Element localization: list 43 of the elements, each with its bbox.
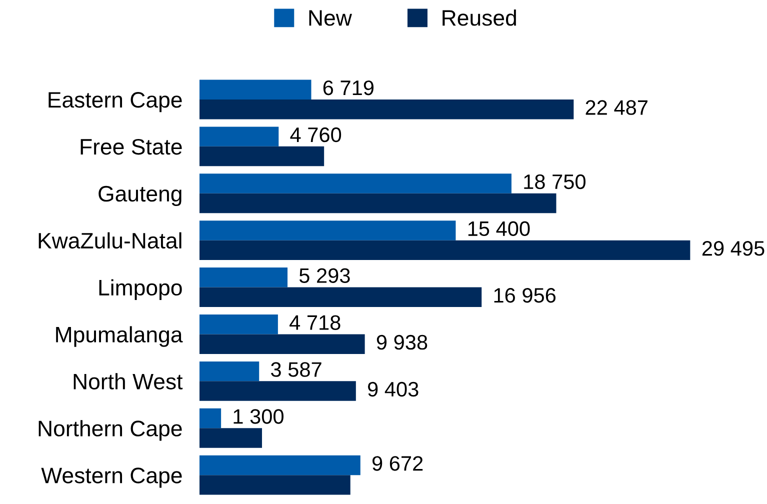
data-label: 15 400 (468, 221, 530, 236)
y-tick-label: KwaZulu-Natal (38, 232, 182, 249)
data-label: 5 293 (299, 268, 350, 284)
data-label: 9 672 (372, 456, 423, 471)
data-label: 9 938 (376, 334, 428, 350)
y-tick-label: North West (74, 373, 183, 390)
legend-label: New (309, 10, 352, 26)
bar (199, 126, 279, 146)
data-label: 18 750 (524, 174, 586, 190)
bar (199, 146, 324, 166)
bar (199, 287, 482, 307)
bar (199, 455, 360, 476)
y-tick-label: Northern Cape (38, 420, 182, 441)
bar (199, 193, 556, 214)
bar (199, 314, 278, 334)
legend-label: Reused (442, 9, 516, 26)
y-tick-label: Gauteng (98, 186, 182, 206)
data-label: 4 718 (290, 315, 340, 330)
y-tick-label: Free State (80, 138, 182, 155)
y-tick-label: Western Cape (41, 468, 182, 488)
bar (199, 475, 350, 495)
bar (199, 361, 260, 382)
data-label: 3 587 (271, 362, 322, 377)
data-label: 9 403 (368, 382, 418, 397)
y-tick-label: Eastern Cape (48, 92, 182, 112)
bar (199, 99, 574, 120)
bar (199, 334, 365, 354)
bar (199, 174, 512, 194)
y-tick-label: Limpopo (99, 279, 182, 300)
data-label: 29 495 (702, 241, 764, 256)
data-label: 4 760 (290, 127, 342, 142)
data-label: 22 487 (586, 100, 648, 115)
bar (199, 268, 288, 288)
data-label: 16 956 (494, 288, 556, 303)
y-tick-label: Mpumalanga (56, 326, 183, 347)
data-label: 6 719 (323, 80, 374, 96)
bar (199, 220, 456, 240)
bar (199, 240, 690, 260)
bar (199, 381, 356, 401)
bar (199, 428, 262, 448)
bar (199, 408, 222, 428)
bar (199, 80, 312, 100)
data-label: 1 300 (234, 409, 284, 424)
